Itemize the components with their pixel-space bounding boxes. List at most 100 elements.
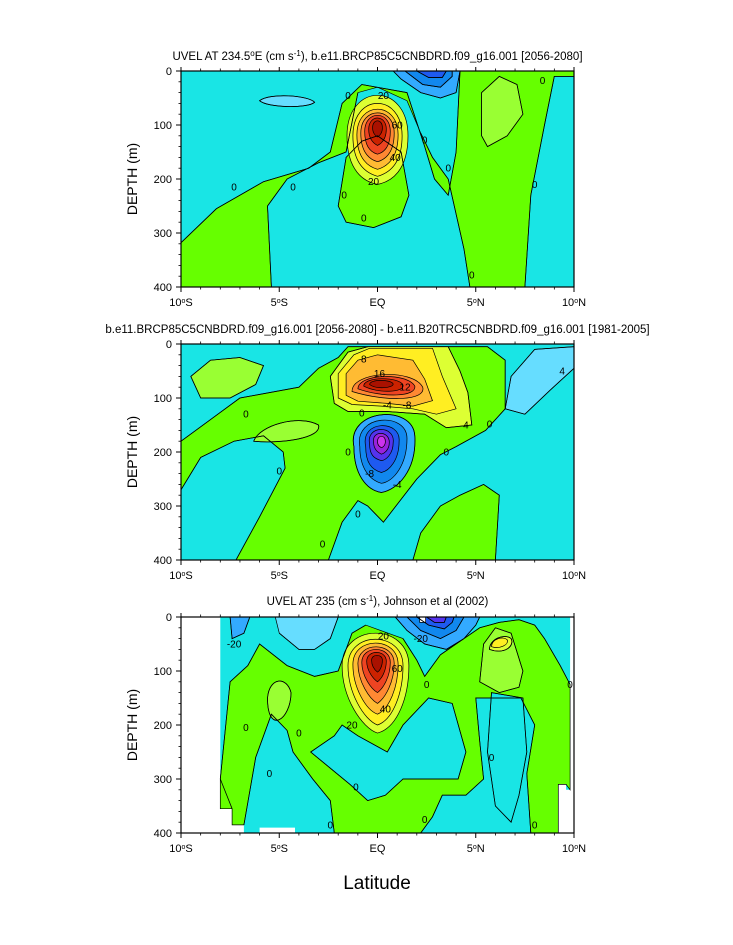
panel-3-contour-line-8: [489, 636, 513, 652]
panel-2-contour-edge-9: [363, 378, 404, 392]
panel-2-xtick-label-3: 5oN: [467, 570, 485, 582]
panel-1-xtick-label-2: EQ: [370, 297, 386, 309]
panel-2-contour-label-15: -4: [383, 401, 392, 412]
panel-2-contour-edge-10: [369, 380, 394, 389]
panel-1-contour-label-12: 0: [532, 180, 538, 191]
panel-1-contour-label-10: 0: [445, 164, 451, 175]
panel-2-ytick-label-2: 200: [154, 447, 172, 459]
panel-2-ytick-label-1: 100: [154, 393, 172, 405]
panel-1-contour-label-4: 0: [345, 91, 351, 102]
panel-1-contour-line-7: [392, 71, 461, 99]
panel-2-contour-label-10: 0: [443, 448, 449, 459]
panel-2-contour-edge-14: [369, 429, 394, 461]
panel-1-contour-line-1: [267, 92, 359, 287]
panel-1-plot-area: 20 60 40 20 0 0 0 0 0 0 0 0 0 0: [181, 71, 574, 287]
panel-2-contour-line-6: [504, 346, 574, 415]
panel-3-ytick-label-4: 400: [154, 828, 172, 840]
panel-2-plot-area: 8 16 12 4 4 0 0 0 0 0 0 0 0 -4 -8 -4 -8: [181, 344, 574, 560]
panel-3-contour-line-3: [243, 713, 335, 833]
panel-3-ytick-label-2: 200: [154, 720, 172, 732]
panel-1-xtick-label-1: 5oS: [271, 297, 288, 309]
panel-1-contour-label-13: 0: [469, 271, 475, 282]
panel-3-contour-line-0: [219, 624, 366, 809]
panel-1-contour-line-4: [337, 135, 410, 229]
panel-2-filled-contour-16: [377, 436, 386, 448]
panel-3-contour-label-2: -20: [414, 634, 429, 645]
panel-1-contour-label-9: 0: [422, 136, 428, 147]
panel-2-contour-line-5: [329, 346, 473, 429]
panel-1-contour-line-0: [181, 71, 461, 243]
panel-1-ytick-label-1: 100: [154, 120, 172, 132]
panel-1-contour-edge-6: [360, 112, 395, 163]
panel-1-contour-line-2: [420, 132, 471, 287]
panel-3-filled-contour-13: [371, 655, 383, 673]
panel-3-contour-label-8: 0: [296, 729, 302, 740]
panel-3-xtick-label-2: EQ: [370, 843, 386, 855]
panel-1-contour-edge-7: [364, 115, 391, 155]
panel-1-ytick-label-0: 0: [166, 66, 172, 78]
panel-1-filled-contour-12: [416, 71, 447, 78]
panel-3-contour-line-1: [402, 619, 571, 685]
panel-3-contour-label-1: 20: [378, 631, 390, 642]
panel-2-ylabel: DEPTH (m): [124, 416, 140, 488]
panel-3-ylabel: DEPTH (m): [124, 689, 140, 761]
panel-2-contour-label-8: 0: [355, 510, 361, 521]
panel-1-contour-line-8: [404, 71, 453, 88]
panel-2-ytick-label-3: 300: [154, 501, 172, 513]
panel-3-ytick-label-1: 100: [154, 666, 172, 678]
panel-2-contour-line-7: [353, 414, 416, 493]
panel-2-xtick-label-0: 10oS: [169, 570, 193, 582]
panel-3-xtick-label-3: 5oN: [467, 843, 485, 855]
panel-1-contour-edge-9: [372, 120, 383, 138]
panel-3-contour-line-4: [310, 697, 467, 802]
panel-2-contour-edge-7: [351, 374, 424, 399]
panel-1-contour-edge-5: [356, 109, 399, 170]
panel-3-contour-edge-13: [371, 654, 383, 673]
panel-2-contour-edge-6: [345, 354, 433, 407]
panel-2-contour-edge-5: [337, 347, 457, 415]
panel-3-ytick-label-0: 0: [166, 612, 172, 624]
panel-1-filled-contour-9: [372, 120, 383, 137]
panel-3-xtick-label-4: 10oN: [562, 843, 586, 855]
panel-2-title: b.e11.BRCP85C5CNBDRD.f09_g16.001 [2056-2…: [105, 324, 649, 336]
panel-3-contour-edge-8: [347, 638, 404, 726]
panel-2-contour-line-1: [181, 435, 286, 560]
panel-2-contour-label-9: 0: [320, 539, 326, 550]
panel-3-contour-edge-9: [352, 642, 399, 715]
panel-1-contour-label-0: 20: [378, 91, 390, 102]
panel-1-contour-label-1: 60: [392, 121, 404, 132]
figure-xlabel: Latitude: [343, 873, 411, 894]
panel-1-filled-contour-0: [181, 71, 574, 287]
panel-1-contour-edge-8: [368, 117, 387, 146]
panel-1-title: UVEL AT 234.5oE (cm s-1), b.e11.BRCP85C5…: [172, 49, 582, 64]
panel-2-contour-label-3: 4: [463, 421, 469, 432]
panel-1-contour-line-6: [258, 95, 316, 107]
panel-3-contour-edge-12: [366, 652, 387, 683]
panel-1-contour-label-2: 40: [390, 153, 402, 164]
panel-1-contour-label-8: 0: [361, 213, 367, 224]
panel-3-contour-label-9: 0: [353, 783, 359, 794]
panel-2-contour-label-2: 12: [399, 383, 411, 394]
panel-3-filled-contour-15: [230, 617, 250, 639]
panel-1-contour-line-3: [524, 76, 574, 287]
panel-2-contour-edge-16: [377, 435, 386, 449]
panel-2-filled-contour-2: [190, 357, 264, 398]
panel-2-contour-label-12: 0: [359, 409, 365, 420]
panel-2-filled-contour-1: [412, 484, 500, 560]
panel-3-filled-contour-2: [487, 692, 527, 823]
panel-1-ytick-label-4: 400: [154, 282, 172, 294]
panel-1-xtick-label-4: 10oN: [562, 297, 586, 309]
panel-3-contour-line-5: [487, 692, 528, 823]
panel-1-contour-label-7: 0: [341, 191, 347, 202]
panel-1-contour-label-5: 0: [231, 183, 237, 194]
panel-3-contour-edge-7: [341, 633, 410, 734]
panel-2-contour-label-14: -8: [365, 469, 374, 480]
panel-3-contour-line-2: [420, 697, 536, 833]
panel-3-contour-label-7: 0: [267, 769, 273, 780]
panel-3-ytick-label-3: 300: [154, 774, 172, 786]
panel-2-contour-label-0: 8: [361, 355, 367, 366]
panel-3-contour-edge-20: [419, 617, 426, 623]
panel-2-xtick-label-1: 5oS: [271, 570, 288, 582]
